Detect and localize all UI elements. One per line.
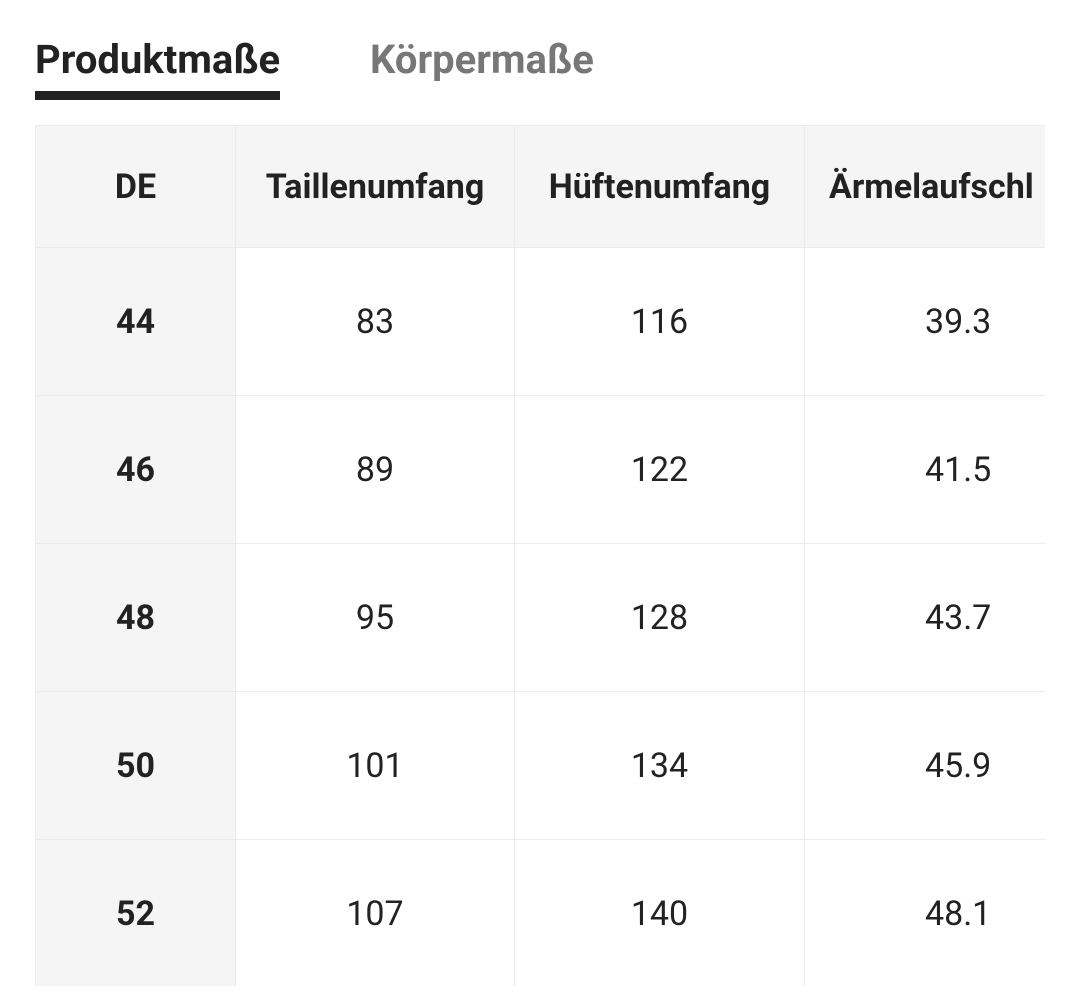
table-row: 52 107 140 48.1 [35,839,1045,986]
table-cell: 122 [514,395,805,544]
table-row: 46 89 122 41.5 [35,395,1045,544]
table-cell: 134 [514,691,805,840]
size-cell: 50 [35,691,236,840]
table-cell: 39.3 [804,247,1045,396]
size-table-container: DE Taillenumfang Hüftenumfang Ärmelaufschl 4… [35,125,1045,986]
size-table: DE Taillenumfang Hüftenumfang Ärmelaufschl 4… [35,125,1045,986]
table-cell: 128 [514,543,805,692]
table-cell: 45.9 [804,691,1045,840]
size-cell: 44 [35,247,236,396]
table-row: 44 83 116 39.3 [35,247,1045,396]
header-cell: Hüftenumfang [514,125,805,248]
table-cell: 140 [514,839,805,986]
header-cell: Ärmelaufschl [804,125,1045,248]
header-cell: Taillenumfang [235,125,515,248]
table-cell: 48.1 [804,839,1045,986]
table-cell: 107 [235,839,515,986]
table-cell: 41.5 [804,395,1045,544]
table-cell: 101 [235,691,515,840]
tab[interactable]: Körpermaße [370,36,594,83]
size-cell: 46 [35,395,236,544]
header-row: DE Taillenumfang Hüftenumfang Ärmelaufschl [35,125,1045,248]
table-cell: 95 [235,543,515,692]
table-row: 50 101 134 45.9 [35,691,1045,840]
table-cell: 43.7 [804,543,1045,692]
table-cell: 89 [235,395,515,544]
table-cell: 116 [514,247,805,396]
size-cell: 48 [35,543,236,692]
size-cell: 52 [35,839,236,986]
table-row: 48 95 128 43.7 [35,543,1045,692]
tab-active[interactable]: Produktmaße [35,36,281,100]
header-cell: DE [35,125,236,248]
table-cell: 83 [235,247,515,396]
